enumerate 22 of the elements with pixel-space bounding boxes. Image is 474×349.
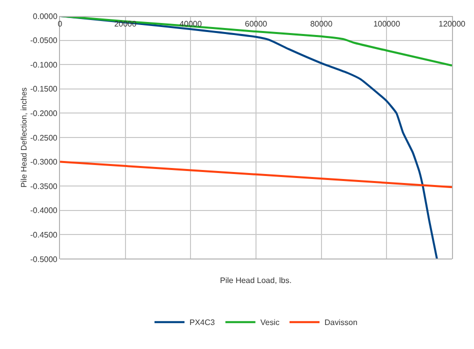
y-tick-label: -0.4500: [30, 230, 58, 240]
x-axis-title: Pile Head Load, lbs.: [220, 276, 292, 285]
y-tick-label: -0.1000: [30, 60, 58, 70]
x-tick-label: 0: [58, 20, 63, 29]
y-tick-label: -0.1500: [30, 84, 58, 94]
x-tick-label: 100000: [373, 20, 401, 29]
legend-label: Vesic: [260, 318, 280, 328]
x-tick-label: 60000: [244, 20, 268, 29]
x-tick-label: 80000: [310, 20, 333, 29]
y-tick-label: -0.3000: [30, 158, 58, 167]
y-tick-label: -0.0500: [30, 36, 58, 46]
y-tick-label: -0.2500: [30, 133, 58, 142]
y-tick-label: -0.5000: [30, 254, 58, 264]
line-series: [60, 16, 438, 259]
y-tick-label: -0.3500: [30, 182, 58, 191]
x-tick-label: 120000: [438, 20, 466, 29]
y-tick-label: -0.4000: [30, 206, 58, 216]
y-axis-title: Pile Head Deflection, inches: [19, 87, 28, 188]
y-tick-label: -0.2000: [30, 109, 58, 118]
y-tick-label: 0.0000: [32, 12, 58, 21]
legend-label: PX4C3: [190, 318, 216, 328]
legend-label: Davisson: [324, 318, 358, 328]
